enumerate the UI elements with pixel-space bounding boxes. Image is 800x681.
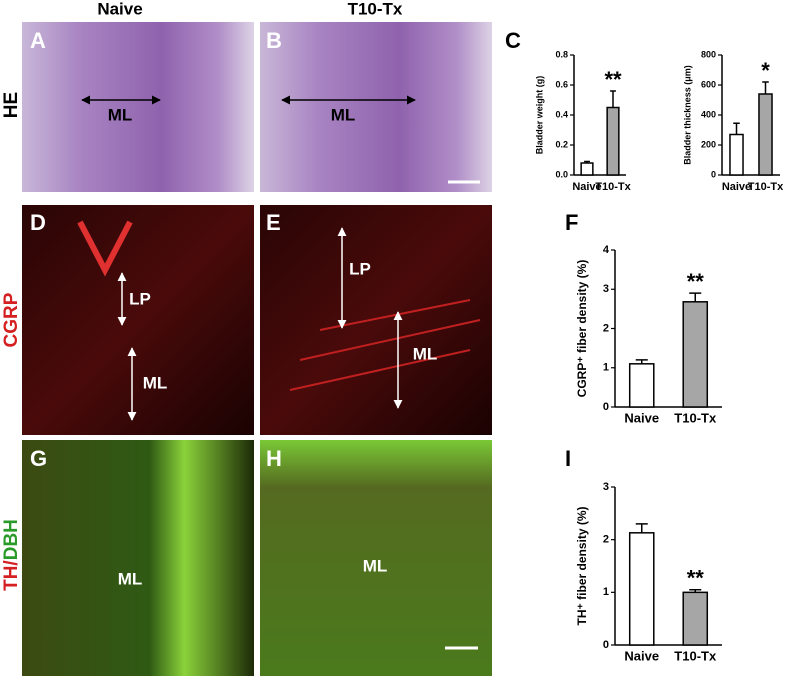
bar [758, 93, 773, 176]
y-tick-label: 2 [603, 322, 609, 334]
y-tick-label: 2 [603, 534, 609, 546]
region-label: ML [363, 556, 388, 575]
error-bar [584, 160, 590, 163]
y-tick-label: 3 [603, 283, 609, 295]
region-label: LP [349, 259, 371, 278]
panel-letter: A [30, 28, 46, 53]
significance-label: ** [604, 67, 622, 92]
region-label: LP [129, 289, 151, 308]
panel-letter: I [565, 446, 571, 471]
y-tick-label: 0.6 [555, 79, 568, 89]
error-bar [689, 292, 702, 302]
y-tick-label: 0.8 [555, 49, 568, 59]
y-tick-label: 600 [701, 79, 716, 89]
column-header: Naive [97, 0, 142, 18]
y-tick-label: 0 [711, 169, 716, 179]
y-tick-label: 400 [701, 109, 716, 119]
y-axis-label: Bladder thickness (μm) [682, 65, 692, 165]
bar [580, 162, 594, 176]
error-bar [610, 90, 616, 108]
y-tick-label: 3 [603, 481, 609, 493]
panel-letter: F [565, 210, 578, 235]
y-tick-label: 1 [603, 586, 609, 598]
y-axis-label: Bladder weight (g) [534, 76, 544, 155]
significance-label: * [761, 58, 770, 83]
row-label: CGRP [1, 292, 22, 347]
significance-label: ** [687, 566, 705, 591]
micrographs [22, 22, 492, 676]
region-label: ML [331, 105, 356, 124]
bar [682, 301, 709, 408]
error-bar [635, 359, 648, 364]
micrograph [260, 205, 492, 435]
bar [628, 532, 655, 646]
x-tick-label: Naive [624, 410, 659, 425]
row-label: TH/DBH [1, 519, 22, 591]
x-tick-label: Naive [572, 181, 601, 193]
x-tick-label: T10-Tx [595, 181, 631, 193]
significance-label: ** [687, 269, 705, 294]
micrograph [22, 22, 254, 192]
y-tick-label: 0 [603, 401, 609, 413]
x-tick-label: T10-Tx [748, 181, 784, 193]
y-tick-label: 0.2 [555, 139, 568, 149]
x-tick-label: Naive [722, 181, 751, 193]
micrograph [22, 440, 254, 676]
micrograph [260, 440, 492, 676]
row-label: HE [1, 92, 22, 118]
y-axis-label: CGRP⁺ fiber density (%) [575, 260, 589, 398]
region-label: ML [413, 344, 438, 363]
bar [628, 363, 655, 408]
bar [682, 591, 709, 646]
bar [606, 106, 620, 176]
row-label-part: TH/ [1, 560, 22, 591]
y-tick-label: 0.4 [555, 109, 568, 119]
micrograph [22, 205, 254, 435]
panel-letter: B [266, 28, 282, 53]
error-bar [733, 122, 740, 135]
panel-letter: D [30, 210, 46, 235]
y-axis-label: TH⁺ fiber density (%) [575, 506, 589, 625]
region-label: ML [108, 105, 133, 124]
error-bar [762, 81, 769, 94]
error-bar [635, 523, 648, 533]
panel-letter: E [266, 210, 281, 235]
micrograph [260, 22, 492, 192]
y-tick-label: 0.0 [555, 169, 568, 179]
y-tick-label: 200 [701, 139, 716, 149]
y-tick-label: 800 [701, 49, 716, 59]
x-tick-label: Naive [624, 648, 659, 663]
y-tick-label: 0 [603, 639, 609, 651]
region-label: ML [143, 373, 168, 392]
x-tick-label: T10-Tx [674, 410, 717, 425]
panel-letter: H [266, 446, 282, 471]
x-tick-label: T10-Tx [674, 648, 717, 663]
y-tick-label: 4 [603, 244, 610, 256]
y-tick-label: 1 [603, 362, 609, 374]
panel-letter: G [30, 446, 47, 471]
error-bar [689, 588, 702, 593]
region-label: ML [118, 569, 143, 588]
column-header: T10-Tx [348, 0, 403, 18]
row-label-part: DBH [1, 519, 22, 560]
panel-letter: C [505, 28, 521, 53]
bar [729, 133, 744, 176]
tissue-edge [77, 220, 133, 277]
